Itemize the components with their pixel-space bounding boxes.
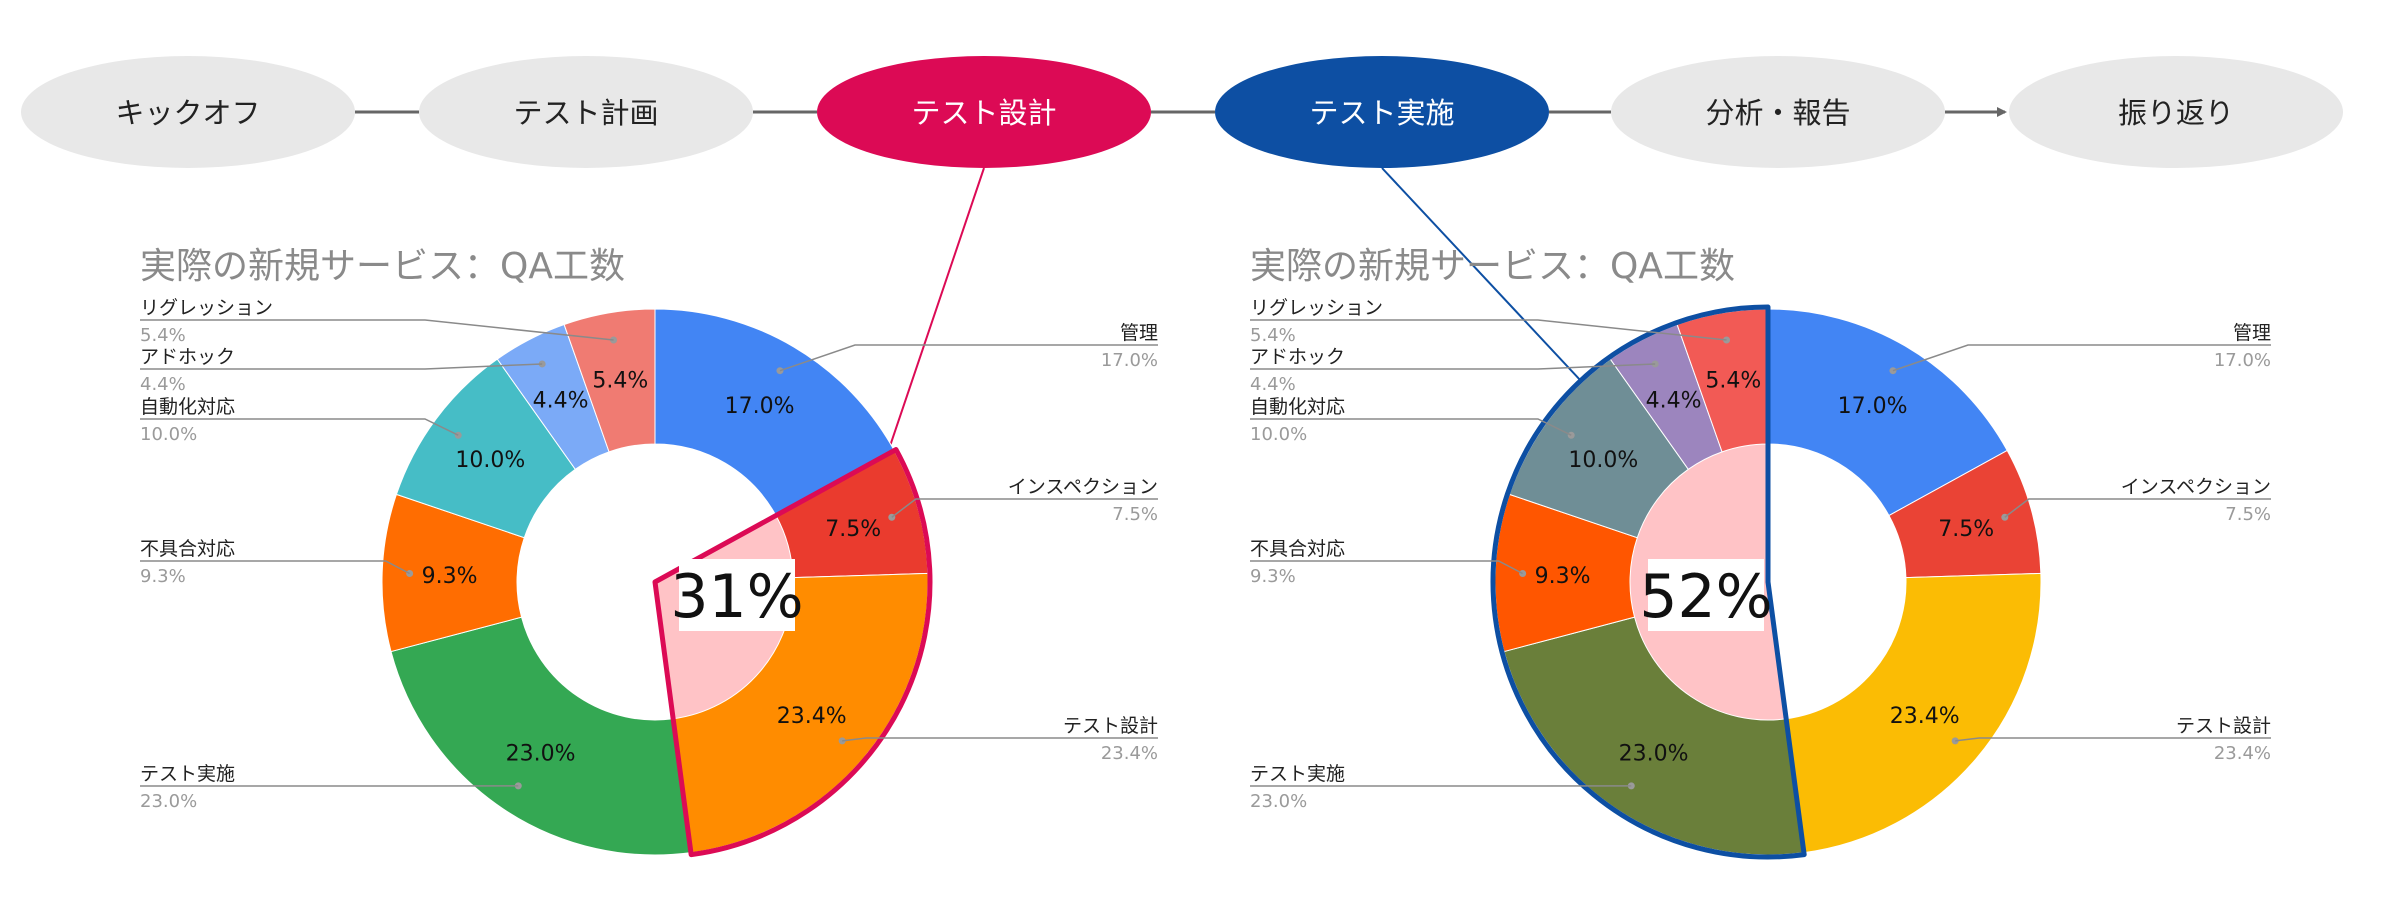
process-step-shape [817, 56, 1151, 168]
legend-category: リグレッション [140, 297, 273, 319]
legend-leader-line [140, 319, 614, 341]
legend-percent: 4.4% [1250, 374, 1296, 395]
slice-label: 23.0% [1619, 742, 1689, 767]
legend-leader-line [891, 498, 1158, 518]
legend-percent: 17.0% [2214, 350, 2271, 371]
process-step: 振り返り [2009, 56, 2343, 168]
slice-label: 5.4% [592, 368, 648, 393]
execution-step-connector [1381, 167, 1583, 383]
legend-category: 自動化対応 [1250, 396, 1345, 418]
slice-label: 9.3% [1535, 564, 1591, 589]
chart-title: 実際の新規サービス：QA工数 [1250, 246, 1735, 287]
highlight-share-backdrop [679, 559, 795, 631]
legend-leader-line [140, 363, 543, 370]
slice-label: 23.4% [777, 704, 847, 729]
design-step-connector [887, 167, 985, 453]
slice-label: 10.0% [455, 448, 525, 473]
legend-leader-line [140, 560, 410, 575]
legend-leader-line [842, 737, 1158, 742]
legend-percent: 23.0% [1250, 791, 1307, 812]
process-step-label: 分析・報告 [1705, 96, 1850, 130]
process-step: テスト設計 [817, 56, 1151, 168]
legend-percent: 10.0% [140, 424, 197, 445]
process-step-label: テスト計画 [513, 96, 658, 130]
legend-percent: 4.4% [140, 374, 186, 395]
legend-percent: 17.0% [1101, 350, 1158, 371]
legend-leader-line [1250, 560, 1523, 575]
legend-category: リグレッション [1250, 297, 1383, 319]
process-step-label: テスト設計 [911, 96, 1056, 130]
process-step-label: テスト実施 [1309, 96, 1454, 130]
legend-category: 管理 [1120, 322, 1158, 344]
legend-category: アドホック [1250, 346, 1345, 368]
slice-label: 17.0% [1838, 394, 1908, 419]
slice-label: 17.0% [725, 394, 795, 419]
slice-label: 7.5% [825, 517, 881, 542]
slice [1767, 308, 2008, 517]
slice-label: 5.4% [1705, 368, 1761, 393]
legend-percent: 23.4% [1101, 743, 1158, 764]
legend-percent: 10.0% [1250, 424, 1307, 445]
slice-label: 4.4% [533, 388, 589, 413]
legend-percent: 9.3% [1250, 566, 1296, 587]
highlight-share: 31% [670, 562, 803, 632]
legend-category: アドホック [140, 346, 235, 368]
slice-label: 4.4% [1646, 388, 1702, 413]
legend-category: テスト実施 [140, 763, 235, 785]
slice-label: 23.0% [506, 742, 576, 767]
legend-category: テスト設計 [1063, 715, 1158, 737]
legend-leader-line [1250, 319, 1727, 341]
process-step: テスト計画 [419, 56, 753, 168]
process-step-shape [2009, 56, 2343, 168]
legend-percent: 23.0% [140, 791, 197, 812]
process-step-shape [1611, 56, 1945, 168]
slice [563, 308, 656, 453]
donut-chart-right: 実際の新規サービス：QA工数 17.0% 7.5% 23.4% 23.0% 9.3% 10.… [1250, 246, 2271, 860]
process-step-shape [419, 56, 753, 168]
slice-label: 7.5% [1938, 517, 1994, 542]
donut-chart-left: 実際の新規サービス：QA工数 17.0% 7.5% 23.4% 23.0% 9.3% 10.… [140, 246, 1158, 858]
slice [390, 616, 692, 856]
slice-label: 23.4% [1890, 704, 1960, 729]
legend-percent: 7.5% [1112, 504, 1158, 525]
legend-percent: 5.4% [1250, 325, 1296, 346]
highlight-share-backdrop [1648, 559, 1764, 631]
legend-category: テスト設計 [2176, 715, 2271, 737]
legend-leader-line [1955, 737, 2271, 742]
highlight-outline [1490, 304, 1807, 860]
process-step-label: キックオフ [115, 96, 260, 130]
process-step-shape [1215, 56, 1549, 168]
legend-category: インスペクション [2121, 476, 2271, 498]
legend-percent: 7.5% [2225, 504, 2271, 525]
slice [654, 308, 895, 517]
legend-category: 管理 [2233, 322, 2271, 344]
slice [1785, 572, 2042, 854]
process-step: テスト実施 [1215, 56, 1549, 168]
slice-label: 9.3% [422, 564, 478, 589]
process-step-shape [21, 56, 355, 168]
legend-percent: 9.3% [140, 566, 186, 587]
process-step: キックオフ [21, 56, 355, 168]
legend-category: インスペクション [1008, 476, 1158, 498]
chart-title: 実際の新規サービス：QA工数 [140, 246, 625, 287]
highlight-outline [652, 447, 933, 858]
process-step: 分析・報告 [1611, 56, 1945, 168]
legend-percent: 23.4% [2214, 743, 2271, 764]
process-flow: キックオフ テスト計画 テスト設計 テスト実施 分析・報告 振り返り [21, 56, 2343, 453]
legend-leader-line [140, 418, 459, 436]
legend-percent: 5.4% [140, 325, 186, 346]
legend-leader-line [1892, 344, 2271, 372]
legend-leader-line [2004, 498, 2271, 518]
legend-leader-line [1250, 363, 1656, 370]
highlight-share: 52% [1639, 562, 1772, 632]
legend-category: 不具合対応 [140, 538, 235, 560]
slice-label: 10.0% [1568, 448, 1638, 473]
legend-category: 自動化対応 [140, 396, 235, 418]
legend-category: 不具合対応 [1250, 538, 1345, 560]
process-step-label: 振り返り [2118, 96, 2234, 130]
legend-leader-line [1250, 418, 1572, 436]
legend-category: テスト実施 [1250, 763, 1345, 785]
legend-leader-line [779, 344, 1158, 372]
